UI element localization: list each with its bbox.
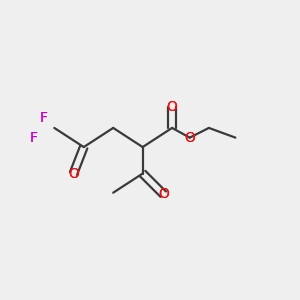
Circle shape [154, 185, 172, 203]
Text: O: O [68, 167, 79, 181]
Text: O: O [184, 130, 195, 145]
Circle shape [163, 98, 181, 116]
Circle shape [34, 109, 52, 126]
Text: F: F [39, 111, 47, 124]
Text: F: F [30, 131, 38, 145]
Circle shape [181, 129, 199, 146]
Circle shape [64, 165, 82, 182]
Text: O: O [68, 167, 79, 181]
Text: O: O [158, 187, 169, 201]
Text: O: O [158, 187, 169, 201]
Circle shape [25, 129, 43, 147]
Text: F: F [39, 111, 47, 124]
Text: F: F [30, 131, 38, 145]
Text: O: O [184, 130, 195, 145]
Text: O: O [167, 100, 178, 114]
Text: O: O [167, 100, 178, 114]
